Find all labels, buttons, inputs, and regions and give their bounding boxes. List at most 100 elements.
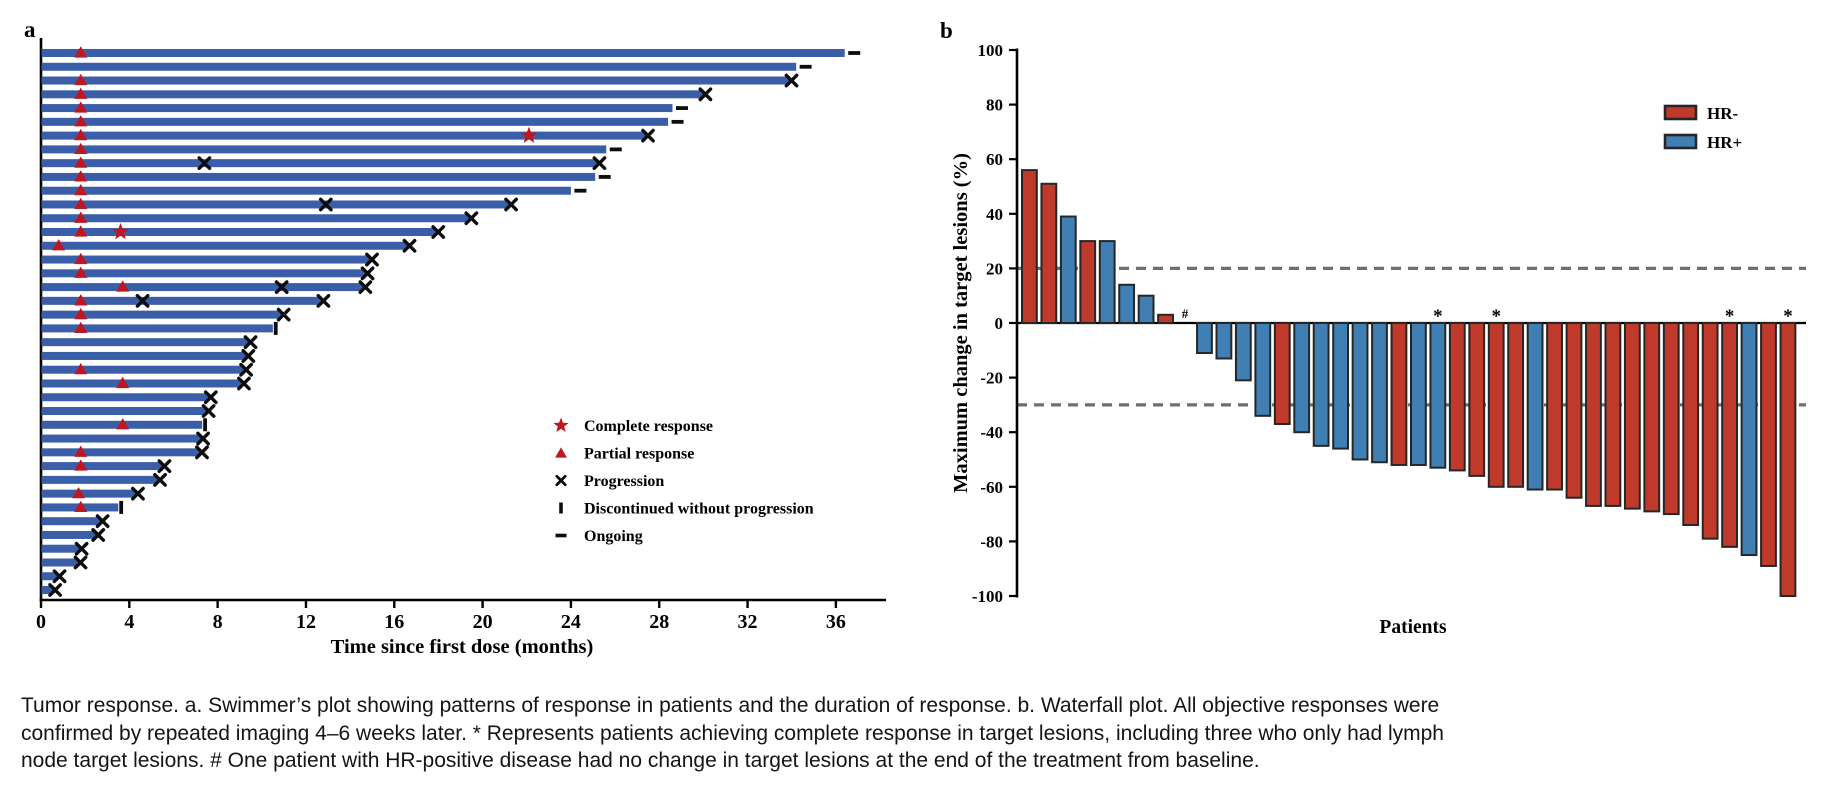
partial-response-marker [74, 321, 88, 333]
progression-marker [91, 528, 106, 542]
y-tick-label: -100 [972, 587, 1003, 606]
waterfall-bar [1448, 322, 1466, 472]
progression-marker [95, 514, 110, 529]
x-tick-label: 36 [826, 611, 846, 633]
ongoing-marker [671, 119, 684, 124]
swimmer-bar [41, 200, 510, 209]
ongoing-legend-icon [555, 533, 567, 538]
y-tick-label: -80 [980, 532, 1003, 551]
partial-response-marker [74, 211, 88, 223]
waterfall-bar [1351, 322, 1369, 461]
legend-label-complete-response: Complete response [584, 418, 713, 435]
partial-response-marker [116, 418, 130, 430]
waterfall-bar [1137, 294, 1155, 325]
legend-label-partial-response: Partial response [584, 446, 694, 463]
waterfall-bar [1215, 322, 1233, 360]
partial-response-marker [74, 156, 88, 168]
x-tick-label: 20 [473, 611, 493, 633]
swimmer-bar [41, 283, 364, 292]
complete-response-annotation: * [1433, 306, 1443, 327]
waterfall-plot: b 100 80 60 40 20 0 -20 -40 -60 -80 -100 # * * * * Maxi… [940, 18, 1806, 638]
progression-marker [197, 156, 212, 171]
waterfall-bar [1623, 322, 1641, 510]
progression-marker [316, 293, 331, 308]
x-tick-label: 0 [36, 611, 46, 633]
ongoing-marker [675, 106, 688, 110]
waterfall-bar [1390, 322, 1408, 466]
progression-marker [135, 293, 150, 308]
y-tick-label: 60 [986, 150, 1003, 169]
swimmer-bar [41, 172, 596, 181]
progression-marker [52, 569, 67, 584]
swimmer-bar [41, 255, 370, 264]
progression-marker [73, 555, 88, 570]
waterfall-bar [1196, 322, 1213, 355]
waterfall-bar [1740, 322, 1758, 557]
swimmer-bar [41, 241, 408, 250]
swimmer-legend-glyphs [553, 417, 569, 538]
progression-marker [464, 211, 479, 226]
waterfall-bar [1546, 322, 1563, 491]
discontinued-legend-icon [559, 502, 563, 514]
partial-response-marker [74, 294, 88, 306]
swimmer-bar [41, 365, 245, 374]
complete-response-marker [520, 126, 538, 143]
legend-label-hr-negative: HR- [1707, 104, 1739, 123]
progression-marker [195, 445, 209, 460]
swimmer-plot-content: 0 4 8 12 16 20 24 28 32 36 [36, 38, 886, 633]
waterfall-bar [1040, 182, 1058, 324]
waterfall-bar [1293, 322, 1311, 434]
partial-response-marker [74, 363, 88, 375]
waterfall-bar [1157, 313, 1174, 324]
partial-response-marker [74, 128, 88, 141]
legend-label-progression: Progression [584, 473, 664, 490]
swimmer-bar [41, 324, 273, 333]
partial-response-marker [74, 142, 88, 154]
discontinued-marker [119, 500, 124, 514]
caption-line-3: node target lesions. # One patient with … [21, 749, 1260, 772]
progression-marker [48, 583, 63, 597]
waterfall-bar [1643, 322, 1661, 513]
waterfall-bar [1254, 322, 1272, 417]
no-change-annotation: # [1182, 306, 1189, 321]
waterfall-bar [1429, 322, 1447, 469]
progression-marker [431, 225, 446, 239]
partial-response-marker [74, 225, 88, 237]
partial-response-marker [74, 459, 88, 471]
x-tick-label: 24 [561, 611, 581, 633]
swimmer-bar [41, 407, 207, 416]
progression-marker [153, 472, 167, 487]
waterfall-bar [1079, 240, 1097, 325]
y-tick-label: 0 [995, 314, 1004, 333]
waterfall-bar [1721, 322, 1738, 548]
waterfall-legend-glyphs [1663, 104, 1698, 150]
waterfall-bar [1312, 322, 1330, 447]
waterfall-bar [1526, 322, 1544, 491]
panel-b-label: b [940, 18, 953, 43]
complete-response-annotation: * [1491, 306, 1501, 327]
swimmer-bar [41, 338, 249, 347]
swimmer-bar [41, 475, 159, 484]
progression-marker [243, 335, 258, 350]
partial-response-marker [74, 445, 88, 457]
swimmer-bar [41, 228, 437, 237]
partial-response-marker [74, 184, 88, 196]
waterfall-bar [1487, 322, 1505, 488]
x-tick-label: 8 [213, 611, 223, 633]
y-axis-title: Maximum change in target lesions (%) [950, 153, 972, 493]
waterfall-bar [1234, 322, 1252, 382]
progression-marker [504, 197, 518, 212]
complete-response-annotation: * [1725, 306, 1735, 327]
partial-response-legend-icon [555, 447, 567, 458]
swimmer-legend: Complete response Partial response Progr… [553, 417, 814, 545]
swimmer-bar [41, 145, 607, 154]
waterfall-bar [1021, 169, 1038, 324]
swimmer-bar [41, 517, 101, 526]
x-axis-title: Patients [1379, 617, 1447, 638]
swimmer-bar [41, 159, 598, 168]
ongoing-marker [799, 64, 812, 69]
swimmer-bar [41, 186, 571, 195]
swimmer-bar [41, 558, 79, 567]
progression-marker [201, 404, 216, 418]
progression-marker [237, 376, 251, 391]
